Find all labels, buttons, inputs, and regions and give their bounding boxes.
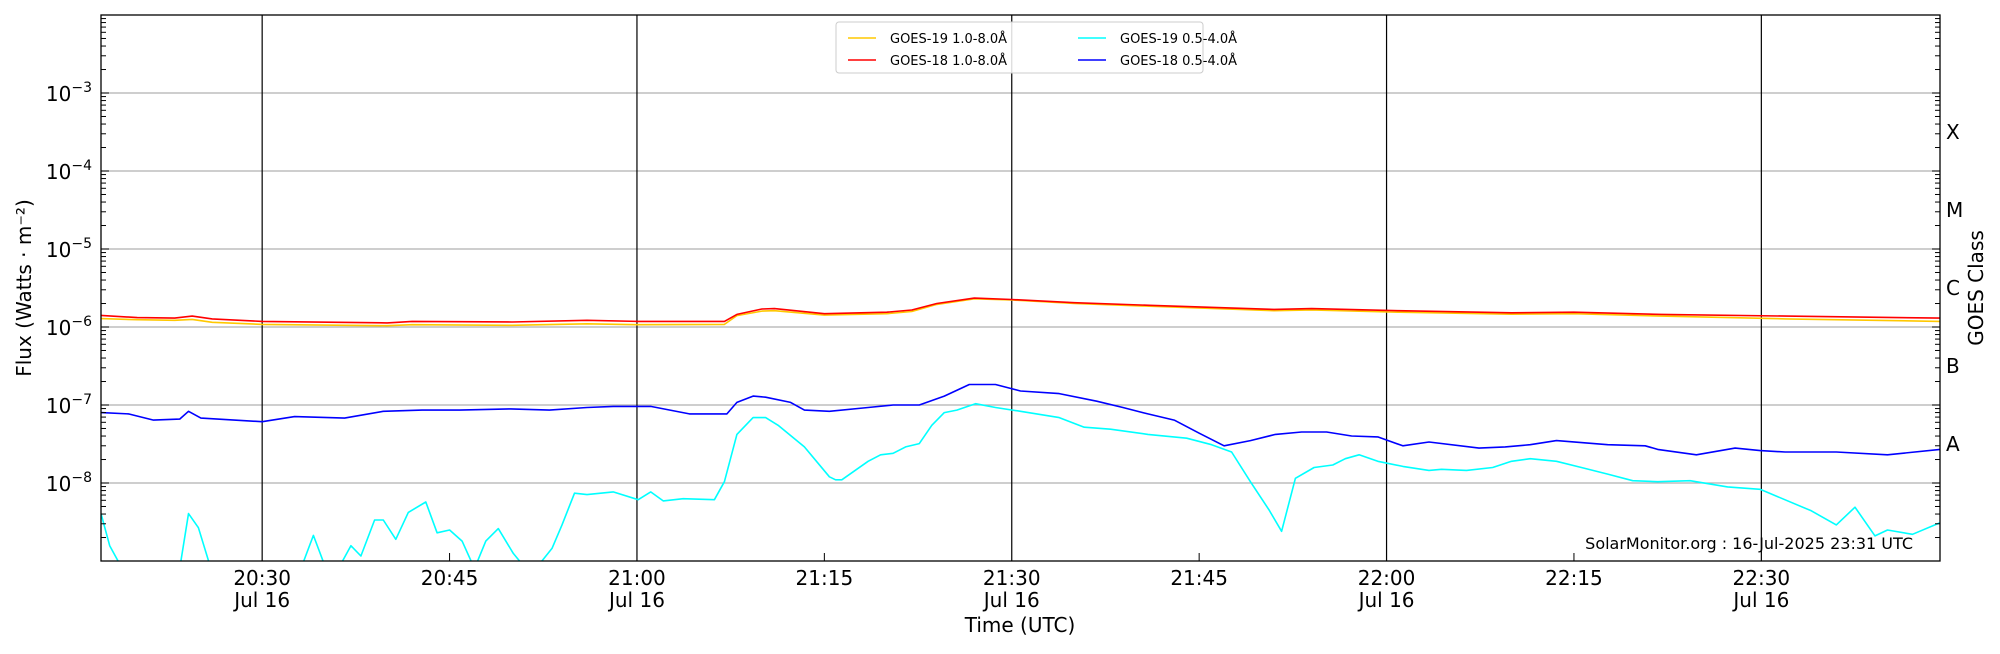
y-tick-base: 10 bbox=[46, 316, 71, 340]
x-tick-label: 20:30 bbox=[233, 566, 291, 590]
series-line-goes-18-1-0-8-0- bbox=[101, 297, 1940, 324]
y-tick-label: 10−5 bbox=[46, 236, 92, 262]
y-tick-label: 10−3 bbox=[46, 80, 92, 106]
x-tick-sublabel: Jul 16 bbox=[607, 588, 665, 612]
legend-box bbox=[835, 21, 1204, 74]
x-tick-sublabel: Jul 16 bbox=[1357, 588, 1415, 612]
goes-class-label: X bbox=[1946, 120, 1960, 144]
y-tick-exponent: −8 bbox=[71, 470, 92, 486]
y-tick-exponent: −3 bbox=[71, 80, 92, 96]
x-tick-label: 21:45 bbox=[1170, 566, 1228, 590]
y-tick-base: 10 bbox=[46, 160, 71, 184]
legend: GOES-19 1.0-8.0Å GOES-18 1.0-8.0Å GOES-19 … bbox=[835, 21, 1237, 74]
y-tick-base: 10 bbox=[46, 394, 71, 418]
y-tick-label: 10−4 bbox=[46, 158, 92, 184]
x-tick-label: 22:15 bbox=[1545, 566, 1603, 590]
legend-label: GOES-18 1.0-8.0Å bbox=[890, 53, 1007, 69]
x-tick-label: 21:30 bbox=[983, 566, 1041, 590]
y-tick-base: 10 bbox=[46, 82, 71, 106]
x-tick-sublabel: Jul 16 bbox=[232, 588, 290, 612]
y-tick-exponent: −4 bbox=[71, 158, 92, 174]
y-tick-base: 10 bbox=[46, 472, 71, 496]
plot-frame bbox=[100, 14, 1941, 562]
y-axis-label: Flux (Watts · m⁻²) bbox=[12, 199, 36, 377]
goes-class-label: B bbox=[1946, 354, 1960, 378]
y-tick-base: 10 bbox=[46, 238, 71, 262]
goes-class-label: C bbox=[1946, 276, 1960, 300]
series-line-goes-18-0-5-4-0- bbox=[101, 383, 1940, 456]
x-tick-label: 22:00 bbox=[1358, 566, 1416, 590]
legend-label: GOES-18 0.5-4.0Å bbox=[1120, 53, 1237, 69]
source-annotation: SolarMonitor.org : 16-Jul-2025 23:31 UTC bbox=[1585, 534, 1913, 553]
grid-lines bbox=[101, 15, 1940, 561]
x-tick-sublabel: Jul 16 bbox=[1731, 588, 1789, 612]
y-tick-exponent: −5 bbox=[71, 236, 92, 252]
x-tick-label: 22:30 bbox=[1733, 566, 1791, 590]
x-tick-sublabel: Jul 16 bbox=[982, 588, 1040, 612]
goes-class-label: M bbox=[1946, 198, 1963, 222]
x-tick-label: 21:15 bbox=[796, 566, 854, 590]
x-axis-label: Time (UTC) bbox=[964, 613, 1076, 637]
y-tick-label: 10−8 bbox=[46, 470, 92, 496]
y-tick-exponent: −7 bbox=[71, 392, 92, 408]
series-line-goes-19-1-0-8-0- bbox=[101, 298, 1940, 327]
y2-axis-label: GOES Class bbox=[1964, 230, 1988, 346]
x-tick-label: 20:45 bbox=[421, 566, 479, 590]
y-tick-label: 10−7 bbox=[46, 392, 92, 418]
series-lines bbox=[101, 297, 1940, 561]
y-tick-exponent: −6 bbox=[71, 314, 92, 330]
series-line-goes-19-0-5-4-0- bbox=[101, 402, 1940, 561]
y-tick-label: 10−6 bbox=[46, 314, 92, 340]
x-tick-label: 21:00 bbox=[608, 566, 666, 590]
legend-label: GOES-19 1.0-8.0Å bbox=[890, 31, 1007, 47]
legend-label: GOES-19 0.5-4.0Å bbox=[1120, 31, 1237, 47]
goes-class-label: A bbox=[1946, 432, 1960, 456]
